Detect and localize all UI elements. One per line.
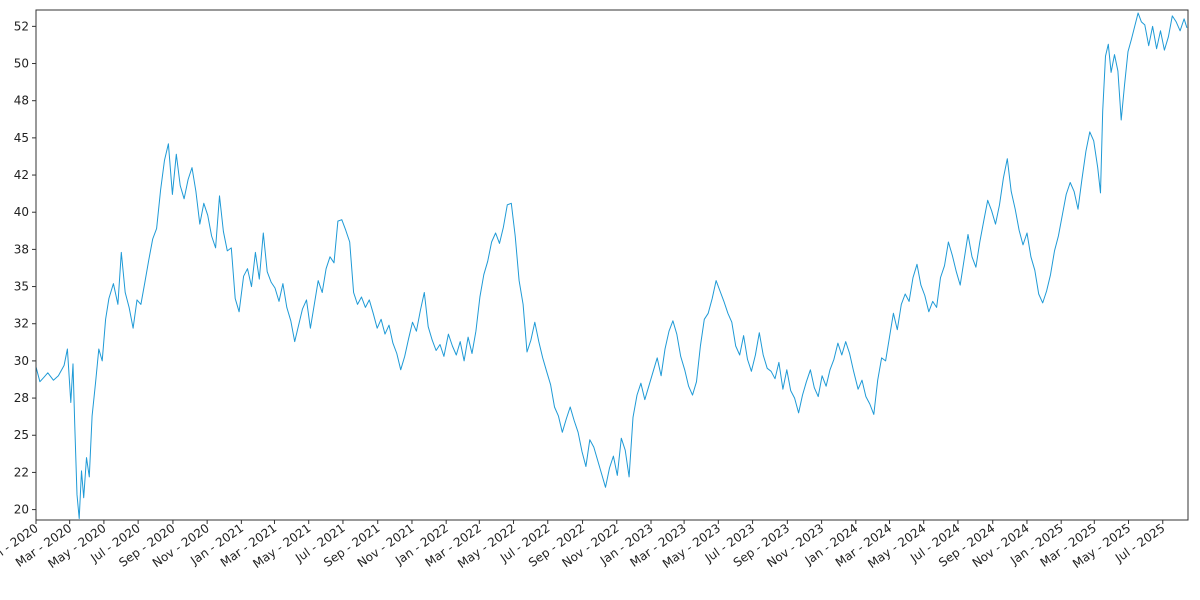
y-axis: 20 22 25 28 30 32 35 38 40 42 45 48 50 52	[14, 19, 36, 517]
plot-frame	[35, 9, 1189, 521]
y-tick-label: 30	[14, 354, 29, 368]
y-tick-label: 22	[14, 465, 29, 479]
y-tick-label: 28	[14, 391, 29, 405]
y-tick-label: 42	[14, 168, 29, 182]
y-tick-label: 25	[14, 428, 29, 442]
y-tick-label: 52	[14, 19, 29, 33]
y-tick-label: 35	[14, 280, 29, 294]
series-line	[35, 12, 1188, 519]
y-tick-label: 45	[14, 131, 29, 145]
y-tick-label: 20	[14, 503, 29, 517]
y-tick-label: 38	[14, 242, 29, 256]
y-tick-label: 40	[14, 205, 29, 219]
plot-background	[36, 10, 1188, 520]
y-tick-label: 32	[14, 317, 29, 331]
y-tick-label: 50	[14, 57, 29, 71]
y-tick-label: 48	[14, 94, 29, 108]
